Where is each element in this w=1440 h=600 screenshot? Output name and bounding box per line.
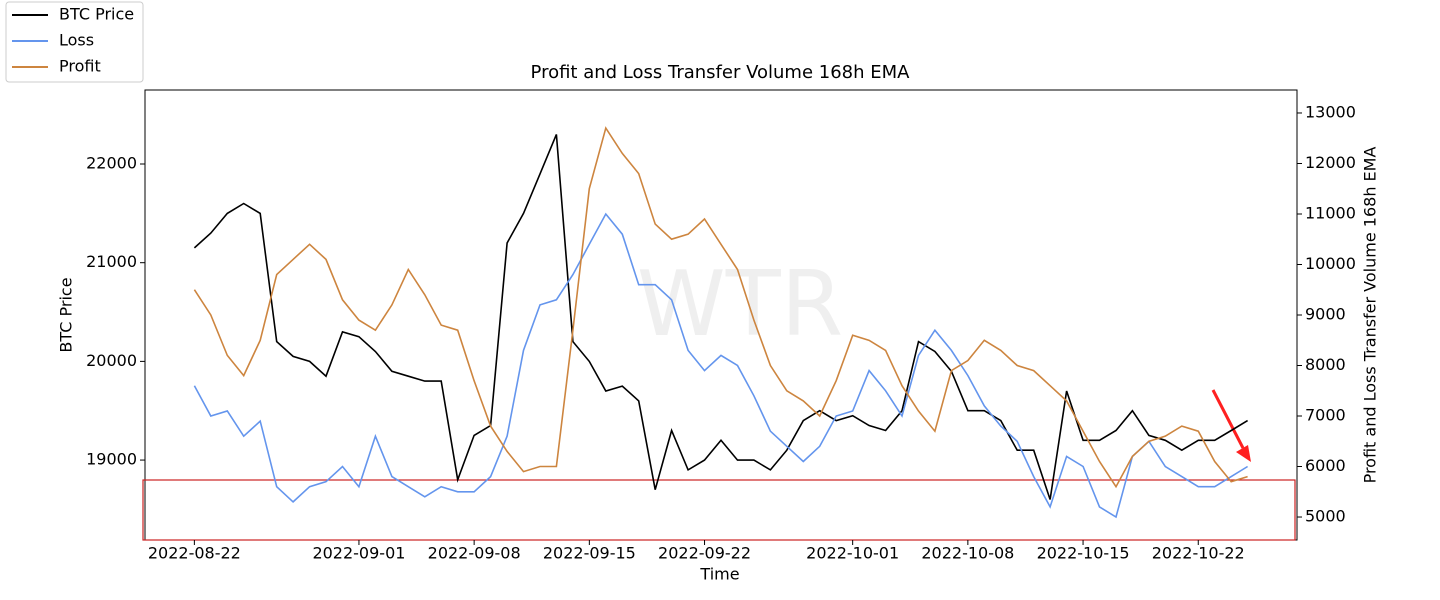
y2-axis-label: Profit and Loss Transfer Volume 168h EMA — [1361, 147, 1380, 484]
series-line — [193, 134, 1249, 500]
x-tick-label: 2022-10-08 — [921, 544, 1014, 563]
watermark: WTR — [637, 252, 844, 357]
x-axis-label: Time — [699, 565, 739, 584]
x-tick-label: 2022-08-22 — [148, 544, 241, 563]
y2-tick-label: 12000 — [1305, 153, 1356, 172]
legend-label: Loss — [59, 31, 94, 50]
y2-tick-label: 8000 — [1305, 355, 1346, 374]
y2-tick-label: 10000 — [1305, 254, 1356, 273]
arrow-shaft — [1211, 389, 1245, 449]
arrow-head — [1236, 445, 1251, 462]
y2-tick-label: 9000 — [1305, 305, 1346, 324]
y2-tick-label: 5000 — [1305, 507, 1346, 526]
y-tick-label: 22000 — [86, 154, 137, 173]
highlight-box — [142, 479, 1296, 541]
y2-tick-label: 7000 — [1305, 406, 1346, 425]
legend-label: Profit — [59, 57, 101, 76]
legend-frame — [5, 1, 144, 83]
y-tick-label: 20000 — [86, 351, 137, 370]
x-tick-label: 2022-09-08 — [428, 544, 521, 563]
chart-title: Profit and Loss Transfer Volume 168h EMA — [531, 62, 911, 83]
x-tick-label: 2022-10-01 — [806, 544, 899, 563]
x-tick-label: 2022-10-15 — [1037, 544, 1130, 563]
y-tick-label: 21000 — [86, 252, 137, 271]
series-line — [193, 126, 1248, 489]
series-line — [193, 212, 1249, 519]
x-tick-label: 2022-10-22 — [1152, 544, 1245, 563]
y2-tick-label: 13000 — [1305, 102, 1356, 121]
x-tick-label: 2022-09-22 — [658, 544, 751, 563]
y-axis-label: BTC Price — [57, 277, 76, 352]
legend: BTC Price Loss Profit — [5, 1, 144, 83]
y2-tick-label: 11000 — [1305, 203, 1356, 222]
x-tick-label: 2022-09-15 — [543, 544, 636, 563]
x-tick-label: 2022-09-01 — [312, 544, 405, 563]
y-tick-label: 19000 — [86, 450, 137, 469]
y2-tick-label: 6000 — [1305, 456, 1346, 475]
legend-label: BTC Price — [59, 5, 134, 24]
